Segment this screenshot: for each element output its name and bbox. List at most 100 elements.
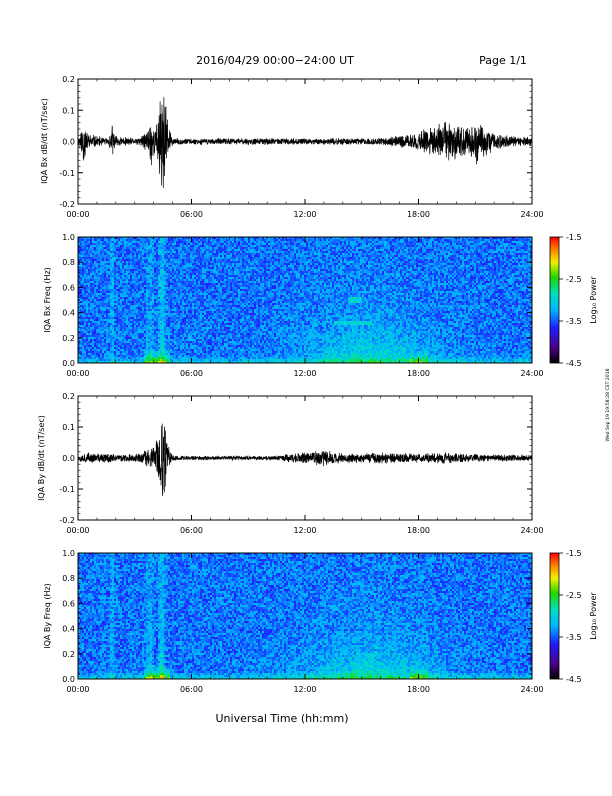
spectrogram-cell [134,269,136,271]
spectrogram-cell [510,263,512,265]
spectrogram-cell [386,245,388,247]
spectrogram-cell [378,253,380,255]
spectrogram-cell [294,275,296,277]
spectrogram-cell [318,245,320,247]
spectrogram-cell [458,249,460,251]
spectrogram-cell [246,257,248,259]
spectrogram-cell [268,255,270,257]
spectrogram-cell [398,247,400,249]
spectrogram-cell [338,277,340,279]
spectrogram-cell [246,271,248,273]
spectrogram-cell [384,239,386,241]
spectrogram-cell [526,257,528,259]
spectrogram-cell [278,275,280,277]
spectrogram-cell [422,239,424,241]
spectrogram-cell [280,269,282,271]
spectrogram-cell [502,259,504,261]
spectrogram-cell [274,259,276,261]
spectrogram-cell [150,265,152,267]
spectrogram-cell [284,267,286,269]
spectrogram-cell [334,261,336,263]
spectrogram-cell [88,245,90,247]
spectrogram-cell [454,267,456,269]
spectrogram-cell [510,257,512,259]
spectrogram-cell [216,265,218,267]
spectrogram-cell [448,245,450,247]
spectrogram-cell [512,243,514,245]
spectrogram-cell [380,251,382,253]
spectrogram-cell [286,275,288,277]
spectrogram-cell [410,243,412,245]
spectrogram-cell [242,277,244,279]
spectrogram-cell [282,265,284,267]
spectrogram-cell [424,259,426,261]
spectrogram-cell [172,243,174,245]
spectrogram-cell [272,261,274,263]
spectrogram-cell [322,271,324,273]
spectrogram-cell [86,243,88,245]
spectrogram-cell [480,247,482,249]
spectrogram-cell [250,239,252,241]
spectrogram-cell [392,267,394,269]
spectrogram-cell [334,251,336,253]
spectrogram-cell [492,245,494,247]
spectrogram-cell [484,261,486,263]
spectrogram-cell [352,269,354,271]
spectrogram-cell [192,261,194,263]
spectrogram-cell [124,279,126,281]
spectrogram-cell [306,257,308,259]
spectrogram-cell [412,277,414,279]
spectrogram-cell [244,251,246,253]
spectrogram-cell [328,277,330,279]
spectrogram-cell [306,253,308,255]
spectrogram-cell [216,267,218,269]
spectrogram-cell [498,263,500,265]
spectrogram-cell [260,253,262,255]
spectrogram-cell [436,253,438,255]
spectrogram-cell [130,253,132,255]
spectrogram-cell [202,251,204,253]
spectrogram-cell [296,269,298,271]
spectrogram-cell [290,241,292,243]
spectrogram-cell [270,277,272,279]
spectrogram-cell [206,267,208,269]
spectrogram-cell [462,273,464,275]
spectrogram-cell [158,277,160,279]
spectrogram-cell [136,243,138,245]
spectrogram-cell [116,251,118,253]
spectrogram-cell [338,251,340,253]
spectrogram-cell [170,267,172,269]
spectrogram-cell [424,243,426,245]
spectrogram-cell [280,249,282,251]
spectrogram-cell [104,273,106,275]
spectrogram-cell [504,277,506,279]
spectrogram-cell [520,269,522,271]
spectrogram-cell [492,273,494,275]
spectrogram-cell [268,277,270,279]
spectrogram-cell [386,263,388,265]
spectrogram-cell [434,239,436,241]
spectrogram-cell [366,255,368,257]
spectrogram-cell [314,275,316,277]
spectrogram-cell [96,243,98,245]
spectrogram-cell [180,241,182,243]
spectrogram-cell [294,273,296,275]
spectrogram-cell [510,259,512,261]
spectrogram-cell [268,239,270,241]
spectrogram-cell [206,257,208,259]
spectrogram-cell [102,275,104,277]
spectrogram-cell [274,247,276,249]
spectrogram-cell [92,241,94,243]
spectrogram-cell [166,273,168,275]
spectrogram-cell [272,275,274,277]
spectrogram-cell [428,247,430,249]
spectrogram-cell [270,245,272,247]
spectrogram-cell [126,239,128,241]
spectrogram-cell [420,273,422,275]
spectrogram-cell [528,243,530,245]
spectrogram-cell [288,253,290,255]
spectrogram-cell [466,253,468,255]
spectrogram-cell [188,257,190,259]
spectrogram-cell [364,247,366,249]
